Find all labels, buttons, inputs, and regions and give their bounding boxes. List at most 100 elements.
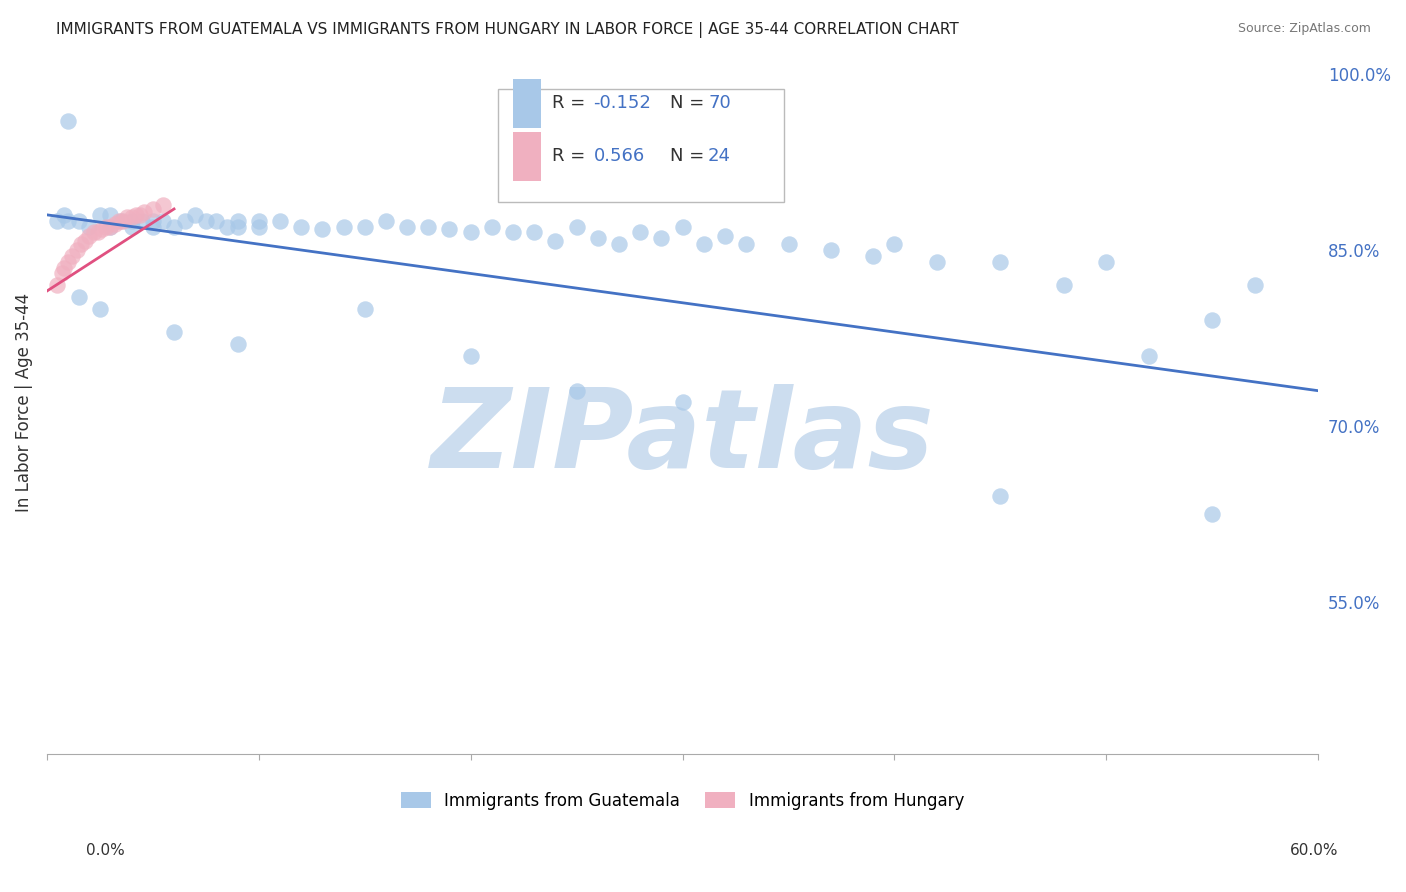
Point bbox=[100, 219, 122, 234]
Point bbox=[163, 325, 186, 339]
Text: N =: N = bbox=[669, 95, 710, 112]
Point bbox=[1095, 254, 1118, 268]
Point bbox=[131, 213, 153, 227]
Text: 24: 24 bbox=[709, 147, 731, 165]
Point bbox=[73, 234, 96, 248]
Point bbox=[714, 229, 737, 244]
Point bbox=[650, 231, 672, 245]
Point bbox=[67, 290, 90, 304]
Point bbox=[290, 219, 312, 234]
Point bbox=[778, 237, 800, 252]
Point bbox=[418, 219, 440, 234]
Point bbox=[565, 219, 588, 234]
Point bbox=[247, 213, 270, 227]
Point bbox=[173, 213, 195, 227]
FancyBboxPatch shape bbox=[513, 78, 541, 128]
Point bbox=[544, 234, 567, 248]
Text: ZIPatlas: ZIPatlas bbox=[430, 384, 935, 491]
Point bbox=[628, 226, 651, 240]
Point bbox=[671, 395, 693, 409]
Point bbox=[96, 219, 118, 234]
Point bbox=[269, 213, 291, 227]
Point bbox=[925, 254, 948, 268]
Point bbox=[100, 208, 122, 222]
Text: R =: R = bbox=[551, 147, 591, 165]
Text: R =: R = bbox=[551, 95, 591, 112]
Point bbox=[396, 219, 419, 234]
Point bbox=[990, 254, 1012, 268]
Y-axis label: In Labor Force | Age 35-44: In Labor Force | Age 35-44 bbox=[15, 293, 32, 512]
Text: N =: N = bbox=[669, 147, 710, 165]
Point bbox=[460, 226, 482, 240]
Text: 70: 70 bbox=[709, 95, 731, 112]
Point bbox=[353, 219, 375, 234]
Point bbox=[163, 219, 186, 234]
Point bbox=[56, 254, 79, 268]
Point bbox=[121, 219, 143, 234]
Point bbox=[108, 213, 131, 227]
Point bbox=[693, 237, 716, 252]
Point bbox=[52, 260, 75, 275]
Point bbox=[990, 489, 1012, 503]
Point bbox=[1201, 507, 1223, 521]
Point bbox=[586, 231, 609, 245]
Point bbox=[142, 202, 165, 216]
Point bbox=[46, 278, 69, 293]
Point bbox=[862, 249, 884, 263]
Text: 0.0%: 0.0% bbox=[86, 843, 125, 858]
Point bbox=[671, 219, 693, 234]
Text: 60.0%: 60.0% bbox=[1291, 843, 1339, 858]
Point bbox=[565, 384, 588, 398]
Point bbox=[46, 213, 69, 227]
FancyBboxPatch shape bbox=[498, 89, 785, 202]
Point bbox=[194, 213, 217, 227]
Point bbox=[89, 301, 111, 316]
Point bbox=[142, 213, 165, 227]
Point bbox=[51, 267, 73, 281]
Point bbox=[1243, 278, 1265, 293]
Point bbox=[69, 237, 91, 252]
Point bbox=[374, 213, 396, 227]
Point bbox=[77, 219, 100, 234]
Point bbox=[110, 213, 132, 227]
Point bbox=[502, 226, 524, 240]
Point bbox=[311, 222, 333, 236]
Point bbox=[67, 213, 90, 227]
Point bbox=[60, 249, 83, 263]
Point bbox=[117, 210, 139, 224]
Point bbox=[83, 226, 105, 240]
Point bbox=[205, 213, 228, 227]
Point bbox=[607, 237, 630, 252]
Point bbox=[112, 213, 135, 227]
Point bbox=[735, 237, 758, 252]
Point bbox=[87, 226, 110, 240]
Point bbox=[52, 208, 75, 222]
Point bbox=[1137, 349, 1160, 363]
Point bbox=[353, 301, 375, 316]
Point bbox=[820, 243, 842, 257]
Point bbox=[152, 198, 174, 212]
Point bbox=[184, 208, 207, 222]
Point bbox=[332, 219, 354, 234]
Point bbox=[481, 219, 503, 234]
Point bbox=[883, 237, 905, 252]
Point bbox=[129, 208, 152, 222]
Point bbox=[1201, 313, 1223, 327]
Point bbox=[89, 208, 111, 222]
Point bbox=[77, 229, 100, 244]
Point bbox=[56, 213, 79, 227]
Point bbox=[226, 219, 249, 234]
Point bbox=[100, 219, 122, 234]
Point bbox=[215, 219, 238, 234]
Point bbox=[460, 349, 482, 363]
Point bbox=[121, 210, 143, 224]
Point bbox=[226, 336, 249, 351]
Point bbox=[439, 222, 461, 236]
Point bbox=[56, 114, 79, 128]
Text: 0.566: 0.566 bbox=[593, 147, 645, 165]
Point bbox=[91, 222, 114, 236]
Text: Source: ZipAtlas.com: Source: ZipAtlas.com bbox=[1237, 22, 1371, 36]
Point bbox=[1053, 278, 1076, 293]
Point bbox=[65, 243, 87, 257]
Text: IMMIGRANTS FROM GUATEMALA VS IMMIGRANTS FROM HUNGARY IN LABOR FORCE | AGE 35-44 : IMMIGRANTS FROM GUATEMALA VS IMMIGRANTS … bbox=[56, 22, 959, 38]
